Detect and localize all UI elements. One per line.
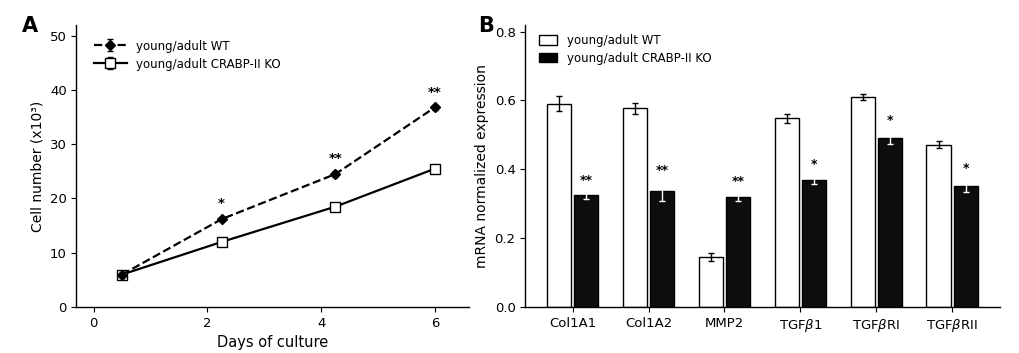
Bar (574, 195, 598, 307)
Text: **: ** (655, 164, 668, 177)
Bar (877, 138, 901, 307)
Text: *: * (810, 158, 816, 171)
Text: **: ** (579, 174, 592, 187)
Text: *: * (962, 162, 968, 175)
Text: **: ** (428, 85, 441, 98)
Legend: young/adult WT, young/adult CRABP-II KO: young/adult WT, young/adult CRABP-II KO (535, 31, 714, 68)
Bar (773, 118, 798, 307)
Bar (546, 104, 571, 307)
Text: A: A (21, 16, 38, 36)
Bar (726, 197, 750, 307)
Y-axis label: Cell number (x10³): Cell number (x10³) (31, 100, 44, 232)
Text: **: ** (731, 175, 744, 188)
Bar (623, 108, 646, 307)
Y-axis label: mRNA normalized expression: mRNA normalized expression (475, 64, 488, 268)
Bar (953, 186, 977, 307)
Text: B: B (477, 16, 493, 36)
Bar (649, 191, 674, 307)
Text: *: * (886, 114, 893, 127)
Text: *: * (218, 197, 225, 210)
Bar (801, 180, 825, 307)
Text: **: ** (328, 152, 342, 165)
Bar (850, 97, 874, 307)
Bar (698, 257, 722, 307)
Legend: young/adult WT, young/adult CRABP-II KO: young/adult WT, young/adult CRABP-II KO (90, 36, 284, 74)
X-axis label: Days of culture: Days of culture (217, 335, 328, 351)
Bar (925, 145, 950, 307)
